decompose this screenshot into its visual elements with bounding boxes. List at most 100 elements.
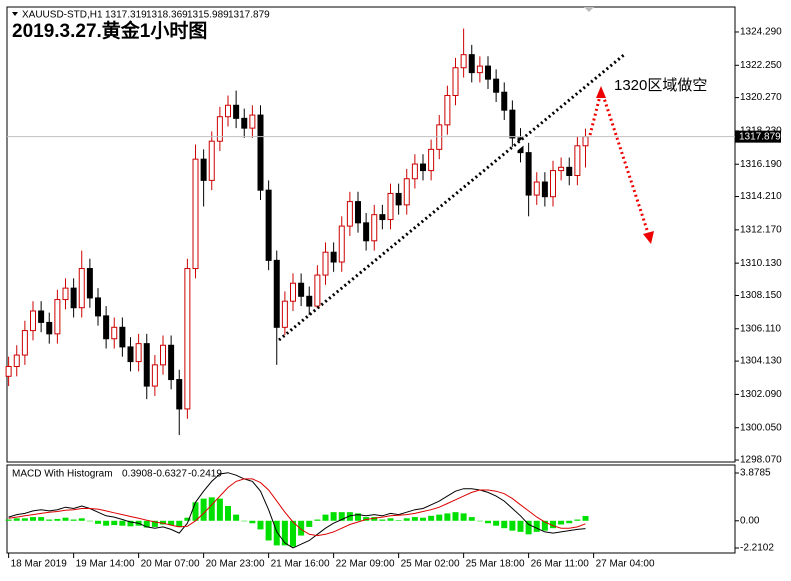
macd-histogram-bar	[566, 520, 573, 524]
candle-body	[541, 181, 548, 198]
y-tick-label: 1302.090	[740, 389, 782, 400]
candle-body	[70, 287, 77, 309]
macd-histogram-bar	[436, 514, 443, 521]
candle-body	[501, 91, 508, 111]
macd-histogram-bar	[151, 520, 158, 527]
macd-histogram-bar	[241, 520, 248, 522]
macd-histogram-bar	[322, 514, 329, 521]
macd-histogram-bar	[54, 518, 61, 521]
macd-histogram-bar	[176, 520, 183, 527]
macd-y-tick-label: -2.2102	[740, 543, 774, 554]
candle-body	[151, 364, 158, 387]
macd-histogram-bar	[452, 512, 459, 521]
macd-histogram-bar	[355, 513, 361, 521]
arrow-up	[588, 91, 603, 136]
candle-body	[395, 192, 402, 206]
candle-body	[192, 158, 199, 270]
candle-body	[160, 344, 166, 366]
chart-title: 2019.3.27.黄金1小时图	[12, 19, 207, 42]
candle-body	[468, 54, 475, 74]
y-tick-label: 1320.270	[740, 92, 782, 103]
candle-body	[525, 152, 532, 196]
macd-histogram-bar	[444, 513, 451, 521]
candle-body	[119, 326, 126, 348]
macd-histogram-bar	[225, 505, 231, 521]
current-price-label: 1317.879	[739, 131, 781, 142]
x-tick-label: 20 Mar 07:00	[141, 559, 200, 570]
candle-body	[428, 148, 435, 172]
macd-histogram-bar	[281, 520, 288, 546]
candle-body	[30, 310, 36, 332]
candle-body	[460, 54, 467, 69]
plot: 1324.2901322.2501320.2701318.2301316.190…	[5, 27, 782, 570]
annotation: 1320区域做空	[614, 77, 707, 94]
macd-histogram-bar	[103, 520, 110, 526]
macd-histogram-bar	[485, 520, 491, 524]
candle-body	[46, 321, 53, 335]
macd-histogram-bar	[558, 520, 565, 525]
macd-histogram-bar	[411, 517, 418, 521]
candle-body	[485, 65, 491, 80]
macd-histogram-bar	[192, 502, 199, 521]
candle-body	[176, 379, 183, 410]
y-tick-label: 1316.190	[740, 159, 782, 170]
candle-body	[338, 225, 345, 263]
macd-histogram-bar	[143, 520, 150, 528]
macd-signal-line	[8, 478, 586, 537]
x-tick-label: 22 Mar 09:00	[336, 559, 395, 570]
candle-body	[281, 300, 288, 328]
macd-histogram-bar	[550, 520, 556, 529]
macd-histogram-bar	[95, 520, 101, 524]
macd-histogram-bar	[119, 520, 126, 526]
macd-histogram-bar	[249, 520, 256, 524]
y-tick-label: 1308.150	[740, 290, 782, 301]
candle-body	[379, 214, 386, 221]
macd-histogram-bar	[509, 520, 516, 531]
y-tick-label: 1312.170	[740, 224, 782, 235]
macd-y-tick-label: 0.00	[740, 515, 760, 526]
macd-histogram-bar	[273, 520, 280, 546]
candle-body	[21, 330, 28, 356]
macd-histogram-bar	[21, 518, 28, 521]
macd-histogram-bar	[420, 517, 426, 521]
macd-histogram-bar	[13, 518, 20, 521]
macd-histogram-bar	[574, 519, 581, 521]
candle-body	[143, 343, 150, 387]
x-tick-label: 25 Mar 02:00	[401, 559, 460, 570]
macd-histogram-bar	[208, 497, 215, 521]
macd-y-tick-label: 3.8785	[740, 468, 771, 479]
candle-body	[241, 117, 248, 129]
x-tick-label: 26 Mar 11:00	[531, 559, 590, 570]
candle-body	[493, 78, 500, 93]
header-high: 1318.369	[146, 10, 188, 21]
macd-hist-value: 0.3908	[122, 469, 153, 480]
macd-histogram-bar	[387, 518, 394, 521]
macd-histogram-bar	[257, 520, 264, 530]
candle-body	[233, 104, 240, 119]
candle-body	[363, 222, 370, 242]
macd-histogram-bar	[216, 498, 223, 521]
candle-body	[38, 310, 45, 323]
x-tick-label: 21 Mar 16:00	[271, 559, 330, 570]
candle-body	[346, 201, 353, 227]
candle-body	[330, 251, 337, 263]
candle-body	[298, 282, 305, 297]
macd-histogram-bar	[338, 512, 345, 521]
macd-histogram-bar	[200, 498, 207, 521]
macd-histogram-bar	[306, 520, 313, 527]
candle-body	[306, 295, 313, 307]
macd-histogram-bar	[346, 512, 353, 521]
macd-histogram-bar	[233, 514, 240, 521]
candle-body	[550, 170, 556, 198]
candle-body	[558, 166, 565, 172]
candle-body	[444, 94, 451, 126]
macd-histogram-bar	[501, 520, 508, 529]
candle-body	[452, 67, 459, 96]
macd-histogram-bar	[168, 520, 175, 526]
candle-body	[249, 114, 256, 129]
macd-histogram-bar	[533, 520, 540, 532]
x-tick-label: 25 Mar 18:00	[466, 559, 525, 570]
macd-signal-value: -0.2419	[188, 469, 222, 480]
trendline-halo	[278, 54, 628, 346]
